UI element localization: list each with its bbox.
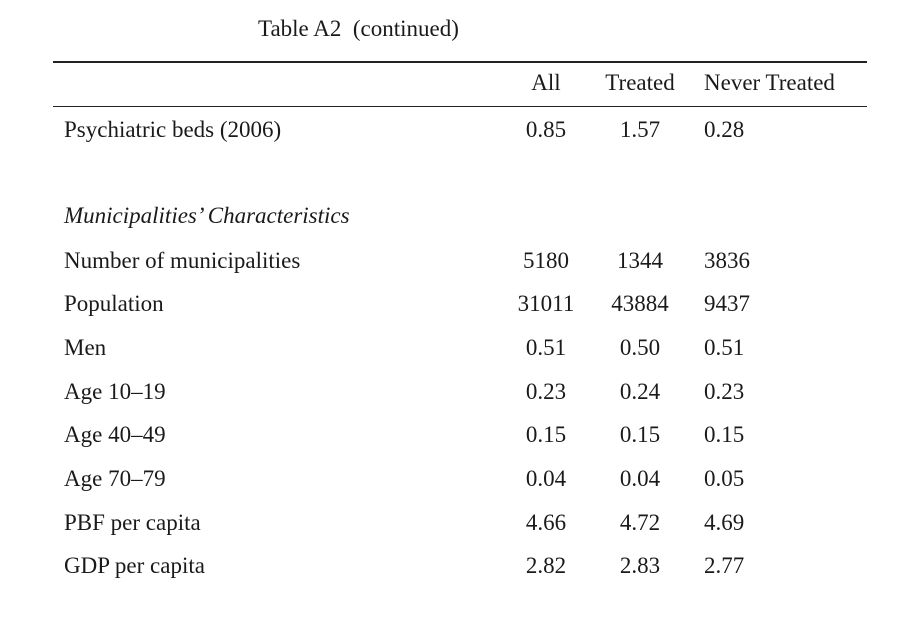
value-treated: 0.50 [619,335,661,360]
value-treated: 43884 [611,291,669,316]
value-all: 0.15 [525,422,567,447]
row-label: Population [64,291,164,316]
value-treated: 0.24 [619,379,661,404]
column-header-treated: Treated [605,70,675,95]
column-header-all: All [531,70,561,95]
value-never-treated: 9437 [704,291,750,316]
row-label: PBF per capita [64,510,201,535]
value-never-treated: 4.69 [704,510,745,535]
value-never-treated: 0.15 [704,422,745,447]
value-never-treated: 2.77 [704,553,745,578]
value-never-treated: 3836 [704,248,750,273]
value-never-treated: 0.51 [704,335,745,360]
row-label: GDP per capita [64,553,205,578]
value-all: 5180 [523,248,569,273]
value-never-treated: 0.05 [704,466,745,491]
header-rule [53,106,867,107]
value-treated: 0.15 [619,422,661,447]
row-label: Age 70–79 [64,466,166,491]
row-label: Age 10–19 [64,379,166,404]
value-never-treated: 0.23 [704,379,745,404]
row-label: Men [64,335,107,360]
value-treated: 4.72 [619,510,661,535]
value-all: 0.51 [525,335,567,360]
value-all: 0.85 [525,117,567,142]
value-all: 4.66 [525,510,567,535]
table-caption: Table A2 (continued) [258,16,459,41]
value-treated: 1.57 [619,117,661,142]
row-label: Number of municipalities [64,248,301,273]
row-label: Age 40–49 [64,422,166,447]
row-label: Psychiatric beds (2006) [64,117,282,142]
top-rule [53,61,867,63]
value-all: 0.23 [525,379,567,404]
value-all: 2.82 [525,553,567,578]
column-header-never-treated: Never Treated [704,70,835,95]
value-treated: 1344 [617,248,663,273]
value-all: 0.04 [525,466,567,491]
value-never-treated: 0.28 [704,117,745,142]
value-treated: 2.83 [619,553,661,578]
value-all: 31011 [517,291,575,316]
value-treated: 0.04 [619,466,661,491]
section-heading: Municipalities’ Characteristics [64,203,350,228]
